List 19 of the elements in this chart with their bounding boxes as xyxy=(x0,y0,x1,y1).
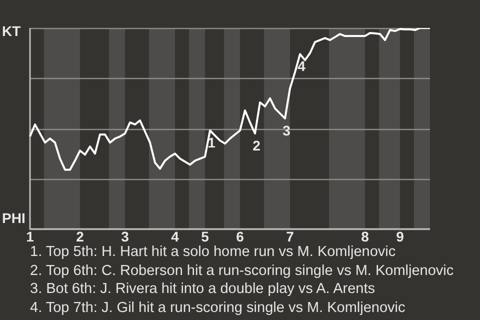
annotation: 2 xyxy=(252,137,261,154)
x-tick-label: 3 xyxy=(121,228,130,244)
x-tick-label: 1 xyxy=(26,228,34,244)
annotation: 4 xyxy=(298,58,306,74)
annotation: 1 xyxy=(208,134,216,150)
text: 2. Top 6th: C. Roberson hit a run-scoring single vs M. Komljenovic xyxy=(30,262,454,280)
x-tick-label: 6 xyxy=(236,228,244,244)
text: 1. Top 5th: H. Hart hit a solo home run vs M. Komljenovic xyxy=(30,243,397,262)
text: KT xyxy=(2,22,22,39)
x-tick-label: 8 xyxy=(361,228,370,244)
annotation: 3 xyxy=(282,122,291,138)
x-tick-label: 4 xyxy=(171,228,180,244)
x-tick-label: 9 xyxy=(396,228,404,244)
x-tick-label: 2 xyxy=(76,228,84,244)
text: PHI xyxy=(2,210,26,226)
x-tick-label: 5 xyxy=(201,228,210,244)
text: 4. Top 7th: J. Gil hit a run-scoring single vs M. Komljenovic xyxy=(30,298,406,317)
x-tick-label: 7 xyxy=(286,228,294,244)
text: 3. Bot 6th: J. Rivera hit into a double play vs A. Arents xyxy=(30,280,376,298)
